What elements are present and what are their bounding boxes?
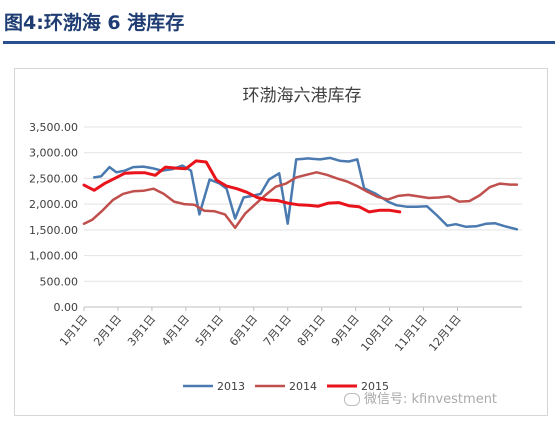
y-tick-label: 3,500.00 (29, 121, 78, 134)
x-tick-label: 8月1日 (295, 313, 328, 349)
series-lines (82, 156, 519, 231)
chart-title: 环渤海六港库存 (243, 86, 362, 106)
gridlines (84, 126, 522, 308)
x-axis-ticks: 1月1日 2月1日 3月1日 4月1日 5月1日 6月1日 7月1日 8月1日 9月1日10月1… (57, 307, 464, 354)
figure-title: 图4:环渤海 6 港库存 (4, 12, 185, 34)
x-tick-label: 5月1日 (193, 313, 226, 349)
y-tick-label: 500.00 (40, 275, 79, 288)
legend-label-2014: 2014 (289, 380, 317, 393)
x-tick-label: 6月1日 (227, 313, 260, 349)
y-axis-ticks: 3,500.00 3,000.00 2,500.00 2,000.00 1,500.00… (29, 121, 78, 314)
chart-frame (14, 68, 548, 416)
watermark: 微信号: kfinvestment (344, 388, 497, 407)
watermark-text: 微信号: kfinvestment (364, 392, 498, 407)
legend: 2013 2014 2015 (183, 380, 389, 393)
title-underline (3, 41, 555, 44)
y-tick-label: 1,500.00 (29, 224, 78, 237)
series-line-2014 (82, 171, 519, 230)
x-tick-label: 3月1日 (125, 313, 158, 349)
x-tick-label: 10月1日 (358, 313, 396, 354)
x-tick-label: 2月1日 (91, 313, 124, 349)
series-line-2013 (92, 156, 519, 231)
y-tick-label: 0.00 (54, 301, 79, 314)
legend-label-2013: 2013 (217, 380, 245, 393)
y-tick-label: 3,000.00 (29, 147, 78, 160)
y-tick-label: 2,000.00 (29, 198, 78, 211)
x-tick-label: 7月1日 (261, 313, 294, 349)
x-tick-label: 11月1日 (392, 313, 430, 354)
legend-label-2015: 2015 (361, 380, 389, 393)
x-tick-label: 9月1日 (329, 313, 362, 349)
x-tick-label: 1月1日 (57, 313, 90, 349)
wechat-icon (344, 393, 360, 406)
series-line-2015 (82, 159, 402, 214)
x-tick-label: 4月1日 (159, 313, 192, 349)
x-tick-label: 12月1日 (426, 313, 464, 354)
y-tick-label: 2,500.00 (29, 172, 78, 185)
y-tick-label: 1,000.00 (29, 250, 78, 263)
